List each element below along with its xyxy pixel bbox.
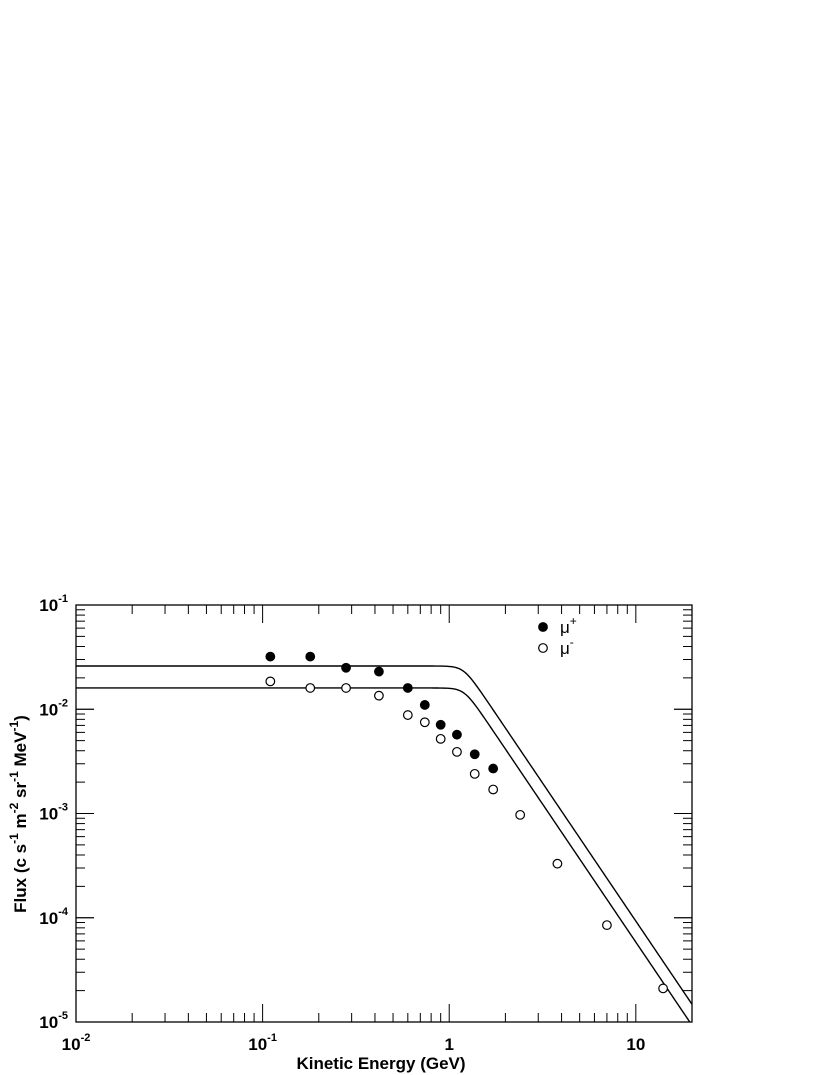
data-point-mu-minus: [265, 676, 276, 687]
data-point-mu-plus: [402, 683, 413, 693]
data-point-mu-plus: [435, 719, 446, 730]
data-point-mu-minus: [374, 690, 384, 701]
data-point-mu-minus: [305, 683, 316, 693]
data-point-mu-minus: [341, 683, 351, 693]
tick-labels: 10-2 10-1 1 10 10-1 10-2 10-3 10-4 10-5: [39, 593, 645, 1054]
data-point-mu-minus: [658, 983, 668, 994]
x-tick-label: 10-2: [62, 1032, 91, 1054]
data-point-mu-plus: [265, 651, 276, 662]
data-points: [265, 651, 668, 994]
legend: μ+μ-: [538, 614, 577, 658]
legend-marker: [538, 622, 548, 632]
plot-border: [75, 604, 693, 1023]
x-tick-label: 1: [444, 1035, 453, 1054]
data-point-mu-minus: [402, 710, 413, 720]
x-axis-title: Kinetic Energy (GeV): [296, 1054, 465, 1073]
y-tick-label: 10-4: [39, 906, 69, 928]
data-point-mu-plus: [488, 763, 499, 774]
data-point-mu-minus: [515, 809, 526, 820]
data-point-mu-plus: [305, 651, 316, 662]
data-point-mu-plus: [341, 662, 351, 673]
data-point-mu-minus: [488, 784, 499, 795]
data-point-mu-minus: [435, 733, 446, 744]
data-point-mu-minus: [419, 717, 430, 728]
data-point-mu-minus: [469, 768, 480, 779]
y-tick-label: 10-1: [39, 593, 68, 615]
y-tick-label: 10-5: [39, 1010, 68, 1032]
legend-label: μ-: [560, 635, 574, 658]
legend-label: μ+: [560, 614, 577, 637]
data-point-mu-plus: [419, 700, 430, 710]
data-point-mu-minus: [552, 858, 563, 869]
data-point-mu-plus: [469, 749, 480, 760]
y-tick-label: 10-2: [39, 697, 68, 719]
data-point-mu-minus: [452, 746, 462, 757]
plot-frame: [75, 604, 693, 1023]
data-point-mu-plus: [452, 729, 462, 740]
fit-curve-mu-plus: [76, 665, 692, 1005]
x-tick-label: 10: [626, 1035, 645, 1054]
fit-curve-mu-minus: [76, 687, 691, 1022]
y-tick-label: 10-3: [39, 802, 68, 824]
fit-curves: [76, 665, 692, 1022]
data-point-mu-minus: [602, 920, 612, 931]
y-axis-title: Flux (c s-1 m-2 sr-1 MeV-1): [7, 715, 30, 913]
x-tick-label: 10-1: [248, 1032, 277, 1054]
data-point-mu-plus: [374, 666, 384, 677]
minor-ticks: [75, 604, 693, 1023]
legend-marker: [538, 643, 548, 653]
